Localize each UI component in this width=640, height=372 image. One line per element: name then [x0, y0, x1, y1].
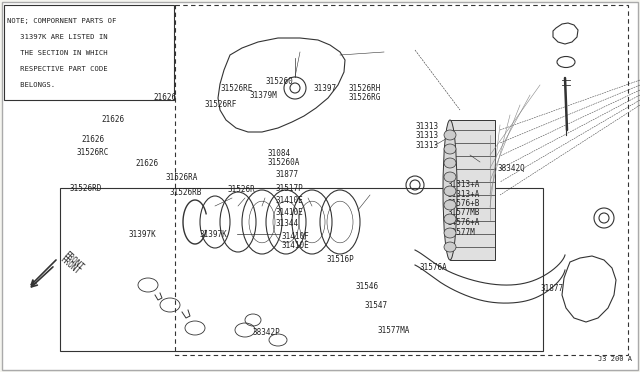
Ellipse shape	[443, 120, 457, 260]
Text: 31397: 31397	[314, 84, 337, 93]
Text: 31313: 31313	[416, 131, 439, 140]
Text: 31577M: 31577M	[448, 228, 476, 237]
Text: 31526RA: 31526RA	[165, 173, 198, 182]
Text: 21626: 21626	[136, 159, 159, 168]
FancyBboxPatch shape	[4, 5, 174, 100]
Text: 31877: 31877	[275, 170, 298, 179]
Text: 31526RF: 31526RF	[205, 100, 237, 109]
Text: 31577MA: 31577MA	[378, 326, 410, 335]
Text: 31410F: 31410F	[282, 232, 309, 241]
Text: J3 200 A: J3 200 A	[598, 356, 632, 362]
Text: 31526R: 31526R	[227, 185, 255, 194]
Ellipse shape	[444, 130, 456, 140]
Text: 31526RG: 31526RG	[349, 93, 381, 102]
Text: NOTE; COMPORNENT PARTS OF: NOTE; COMPORNENT PARTS OF	[7, 18, 116, 24]
Text: 315260A: 315260A	[268, 158, 300, 167]
Ellipse shape	[444, 214, 456, 224]
Text: 21626: 21626	[81, 135, 104, 144]
Ellipse shape	[444, 158, 456, 168]
Text: 31877: 31877	[541, 284, 564, 293]
Text: 31526RB: 31526RB	[170, 188, 202, 197]
Text: 31410E: 31410E	[282, 241, 309, 250]
Text: 31546: 31546	[355, 282, 378, 291]
Text: 31313: 31313	[416, 122, 439, 131]
Text: 31576+B: 31576+B	[448, 199, 481, 208]
Text: 315260: 315260	[266, 77, 293, 86]
Text: RESPECTIVE PART CODE: RESPECTIVE PART CODE	[7, 66, 108, 72]
Text: 31526RH: 31526RH	[349, 84, 381, 93]
FancyBboxPatch shape	[450, 120, 495, 260]
Text: 31547: 31547	[365, 301, 388, 310]
Text: FRONT: FRONT	[58, 255, 81, 277]
Text: 38342P: 38342P	[253, 328, 280, 337]
Text: 31577MB: 31577MB	[448, 208, 481, 217]
Text: THE SECTION IN WHICH: THE SECTION IN WHICH	[7, 50, 108, 56]
Text: 31576A: 31576A	[419, 263, 447, 272]
Text: 31526RC: 31526RC	[77, 148, 109, 157]
Text: 31516P: 31516P	[326, 255, 354, 264]
Text: FRONT: FRONT	[62, 250, 85, 272]
Text: 31410E: 31410E	[275, 208, 303, 217]
Text: 38342Q: 38342Q	[498, 164, 525, 173]
Ellipse shape	[444, 186, 456, 196]
Text: 34576+A: 34576+A	[448, 218, 481, 227]
Ellipse shape	[444, 200, 456, 210]
Text: 31379M: 31379M	[250, 92, 277, 100]
Text: 31517P: 31517P	[275, 185, 303, 193]
Text: 31397K: 31397K	[128, 230, 156, 239]
Text: 31084: 31084	[268, 149, 291, 158]
Text: 31344: 31344	[275, 219, 298, 228]
Ellipse shape	[444, 228, 456, 238]
Text: 31313: 31313	[416, 141, 439, 150]
Text: 31397K ARE LISTED IN: 31397K ARE LISTED IN	[7, 34, 108, 40]
Text: 31526RD: 31526RD	[69, 185, 102, 193]
Text: 31526RE: 31526RE	[221, 84, 253, 93]
Text: 31397K: 31397K	[200, 230, 228, 238]
Text: 31313+A: 31313+A	[448, 190, 481, 199]
Text: 31410E: 31410E	[275, 196, 303, 205]
Ellipse shape	[444, 144, 456, 154]
Text: 31313+A: 31313+A	[448, 180, 481, 189]
Ellipse shape	[444, 242, 456, 252]
Ellipse shape	[444, 172, 456, 182]
Text: 21626: 21626	[101, 115, 124, 124]
Text: 21626: 21626	[154, 93, 177, 102]
Text: BELONGS.: BELONGS.	[7, 82, 55, 88]
